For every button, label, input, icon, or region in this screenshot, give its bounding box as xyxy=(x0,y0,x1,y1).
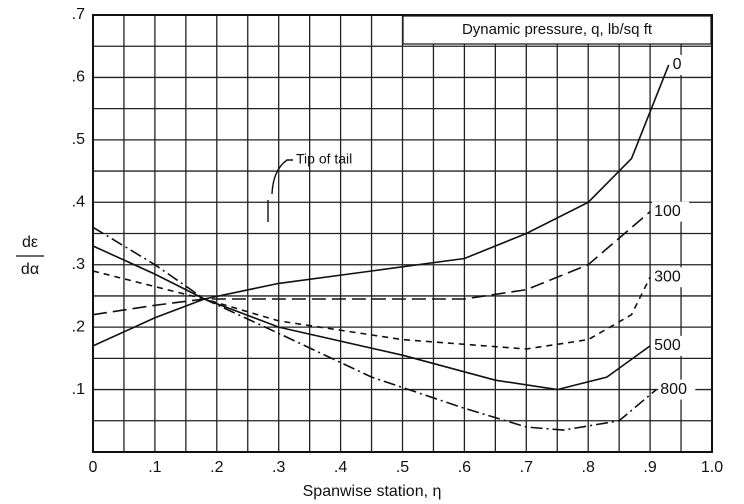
curve-label-bg xyxy=(652,201,690,222)
y-tick-label: .1 xyxy=(72,381,85,398)
y-tick-label: .7 xyxy=(72,6,85,23)
curve-label-bg xyxy=(652,267,690,288)
x-tick-label: .6 xyxy=(458,459,471,476)
x-tick-label: .2 xyxy=(210,459,223,476)
curve-label: 300 xyxy=(654,268,681,285)
curve-label: 800 xyxy=(660,381,687,398)
x-tick-label: .5 xyxy=(396,459,409,476)
x-tick-label: .3 xyxy=(272,459,285,476)
curve-label-bg xyxy=(658,379,696,400)
curve-label-bg xyxy=(670,54,690,75)
x-tick-label: .8 xyxy=(582,459,595,476)
x-tick-label: .1 xyxy=(148,459,161,476)
y-tick-label: .4 xyxy=(72,194,85,211)
curve xyxy=(92,245,651,391)
x-axis-label: Spanwise station, η xyxy=(303,483,442,500)
y-tick-label: .2 xyxy=(72,318,85,335)
x-tick-label: .7 xyxy=(520,459,533,476)
y-tick-label: .6 xyxy=(72,69,85,86)
curve-label: 100 xyxy=(654,203,681,220)
x-tick-label: .4 xyxy=(334,459,347,476)
x-tick-label: 1.0 xyxy=(701,459,723,476)
y-tick-label: .3 xyxy=(72,256,85,273)
curve-label: 500 xyxy=(654,337,681,354)
curves xyxy=(92,64,670,431)
tip-of-tail-marker xyxy=(267,159,293,222)
y-axis-label-top: dε xyxy=(22,234,38,251)
legend-title: Dynamic pressure, q, lb/sq ft xyxy=(462,21,653,38)
annotation: Tip of tail xyxy=(296,151,352,167)
plot-frame xyxy=(92,14,713,453)
x-tick-label: 0 xyxy=(89,459,98,476)
curve xyxy=(92,270,651,350)
y-axis-label-bottom: dα xyxy=(21,261,39,278)
y-tick-label: .5 xyxy=(72,131,85,148)
curve xyxy=(92,210,651,316)
grid xyxy=(92,14,713,452)
curve xyxy=(92,226,657,431)
x-tick-label: .9 xyxy=(643,459,656,476)
curve xyxy=(92,64,670,347)
curve-label: 0 xyxy=(673,56,682,73)
curve-label-bg xyxy=(652,335,690,356)
